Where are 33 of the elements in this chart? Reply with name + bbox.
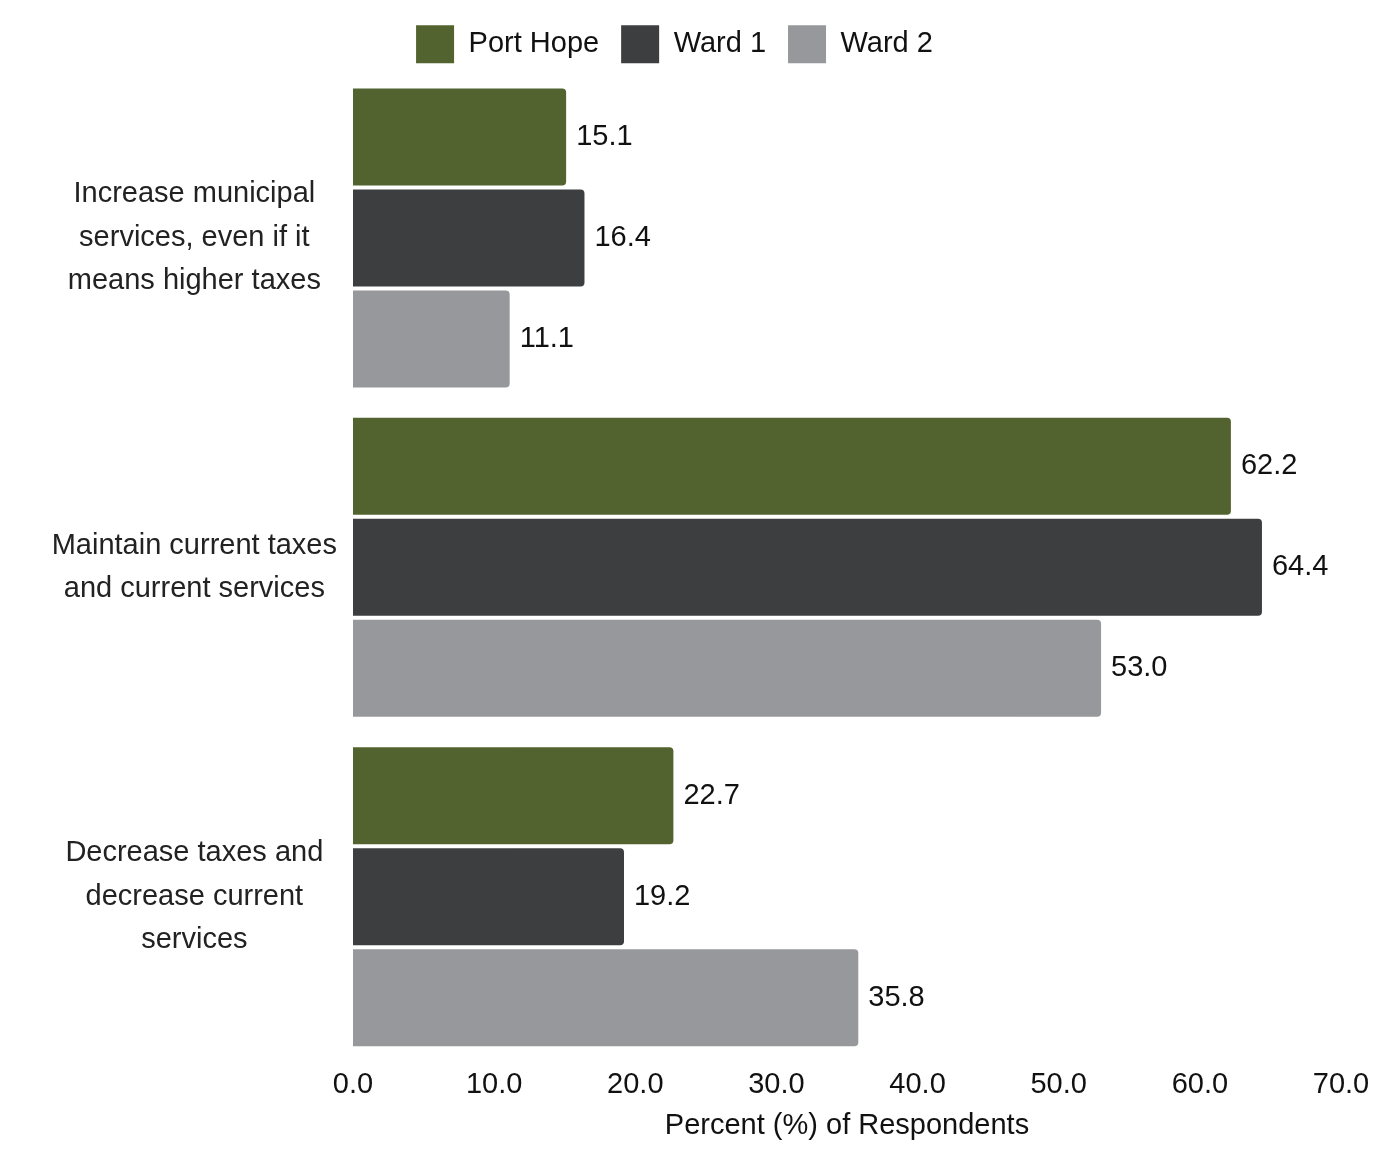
y-tick-label: Maintain current taxes and current services [51,527,338,604]
legend-label: Ward 1 [673,26,767,59]
bar [353,518,1262,616]
x-tick-label: 20.0 [607,1066,664,1099]
data-label: 15.1 [576,118,633,151]
x-tick-label: 0.0 [332,1066,374,1099]
data-label: 16.4 [594,219,651,252]
bar [353,88,567,186]
bar [353,747,674,845]
x-tick-label: 10.0 [465,1066,523,1099]
data-label: 62.2 [1240,448,1298,481]
bar [353,189,585,287]
data-label: 22.7 [683,777,740,810]
x-tick-label: 60.0 [1171,1066,1229,1099]
y-tick-label: Increase municipal services, even if it means higher taxes [67,176,321,296]
legend-label: Port Hope [468,26,600,59]
y-tick-label: Decrease taxes and decrease current services [65,835,324,955]
bar [353,417,1231,515]
legend-label: Ward 2 [840,26,933,59]
bar [353,848,624,946]
data-label: 11.1 [519,320,574,353]
bar [353,619,1102,717]
data-label: 53.0 [1111,650,1168,683]
data-label: 19.2 [633,878,691,911]
bar [353,949,859,1047]
x-tick-label: 30.0 [748,1066,805,1099]
x-tick-label: 40.0 [889,1066,946,1099]
x-tick-label: 50.0 [1030,1066,1087,1099]
data-label: 35.8 [868,979,925,1012]
bar [353,290,510,388]
x-tick-label: 70.0 [1312,1066,1370,1099]
data-label: 64.4 [1271,549,1329,582]
x-axis-title: Percent (%) of Respondents [664,1107,1030,1140]
